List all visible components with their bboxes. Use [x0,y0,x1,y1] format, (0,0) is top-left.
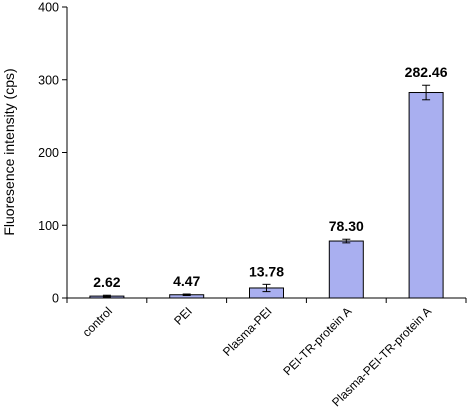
category-label: Plasma-PEI [220,304,275,359]
x-axis [66,297,467,303]
y-tick-label: 300 [38,73,59,87]
error-bars [102,84,431,298]
bars [89,92,444,299]
data-labels: 2.62 4.47 13.78 78.30 282.46 [93,64,447,290]
data-label: 13.78 [249,263,284,279]
category-label: PEI [171,304,195,328]
y-tick-label: 100 [38,219,59,233]
y-axis: 0 100 200 300 400 [38,1,68,306]
category-label: PEI-TR-protein A [280,304,354,378]
y-tick-label: 0 [52,292,59,306]
y-tick-label: 200 [38,146,59,160]
category-label: control [80,304,115,339]
y-axis-title: Fluoresence intensity (cps) [1,68,17,235]
data-label: 282.46 [405,64,448,80]
data-label: 78.30 [329,218,364,234]
bar [408,92,444,299]
data-label: 4.47 [173,273,200,289]
y-tick-label: 400 [38,1,59,15]
bar [328,240,364,299]
category-labels: control PEI Plasma-PEI PEI-TR-protein APlas… [80,304,435,409]
data-label: 2.62 [93,274,120,290]
